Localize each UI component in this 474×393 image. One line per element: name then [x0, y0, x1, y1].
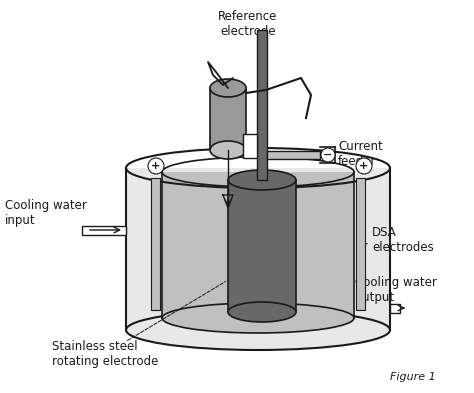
Bar	[356, 178, 365, 310]
Bar	[257, 30, 267, 180]
Circle shape	[321, 148, 335, 162]
Bar	[228, 180, 296, 312]
Text: Stainless steel
rotating electrode: Stainless steel rotating electrode	[52, 340, 158, 368]
Bar	[210, 88, 246, 150]
Bar	[82, 226, 126, 235]
Text: Cooling water
output: Cooling water output	[355, 276, 437, 304]
Bar	[151, 178, 160, 310]
Bar	[243, 134, 257, 158]
Text: Cooling water
input: Cooling water input	[5, 199, 87, 227]
Circle shape	[356, 158, 372, 174]
Text: Reference
electrode: Reference electrode	[219, 10, 278, 38]
Ellipse shape	[228, 302, 296, 322]
Text: DSA
electrodes: DSA electrodes	[372, 226, 434, 254]
Ellipse shape	[126, 310, 390, 350]
Bar	[390, 303, 400, 312]
Text: −: −	[323, 150, 333, 160]
Text: +: +	[359, 161, 369, 171]
Bar	[267, 151, 320, 159]
Bar	[162, 172, 354, 318]
Text: +: +	[151, 161, 161, 171]
Text: Figure 1: Figure 1	[390, 372, 436, 382]
Ellipse shape	[228, 170, 296, 190]
Bar	[126, 168, 390, 330]
Ellipse shape	[210, 141, 246, 159]
Circle shape	[148, 158, 164, 174]
Text: Current
feeder: Current feeder	[338, 140, 383, 168]
Ellipse shape	[162, 303, 354, 333]
Ellipse shape	[210, 79, 246, 97]
